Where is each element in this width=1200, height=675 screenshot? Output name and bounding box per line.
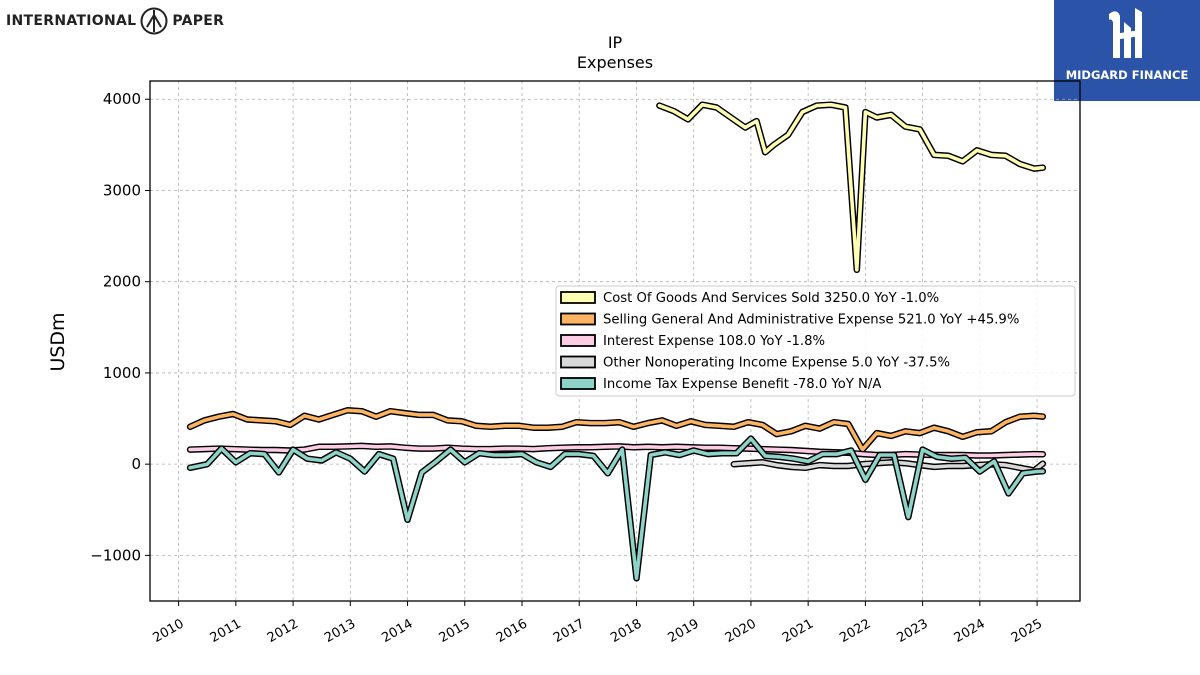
y-tick-label: 2000 xyxy=(103,273,141,291)
midgard-m-icon xyxy=(1109,8,1142,58)
x-tick-label: 2017 xyxy=(551,616,587,646)
y-tick-label: −1000 xyxy=(90,546,141,564)
logo-text-paper: PAPER xyxy=(172,13,225,29)
series-line xyxy=(188,408,1045,452)
x-tick-label: 2012 xyxy=(265,616,301,646)
series-line xyxy=(657,102,1045,272)
chart-title: IP xyxy=(608,33,623,52)
x-tick-label: 2011 xyxy=(208,616,244,646)
plot-frame xyxy=(149,80,1081,602)
series-cost-of-goods-and-services-sold xyxy=(656,101,1047,274)
legend-label: Other Nonoperating Income Expense 5.0 Yo… xyxy=(603,356,950,371)
x-tick-label: 2016 xyxy=(494,616,530,646)
x-tick-label: 2018 xyxy=(608,616,644,646)
series xyxy=(186,101,1047,582)
chart-subtitle: Expenses xyxy=(577,53,653,72)
x-tick-label: 2013 xyxy=(322,616,358,646)
ip-tree-icon xyxy=(140,7,168,35)
series-line xyxy=(188,444,1045,458)
x-tick-label: 2019 xyxy=(666,616,702,646)
legend-swatch xyxy=(560,355,596,369)
y-tick-label: 0 xyxy=(131,455,141,473)
y-ticks: −1000 0 1000 2000 3000 4000 xyxy=(90,90,150,564)
legend-swatch xyxy=(560,377,596,390)
legend-box xyxy=(555,285,1076,397)
x-tick-label: 2022 xyxy=(837,616,873,646)
y-axis-label: USDm xyxy=(47,312,69,371)
x-tick-label: 2020 xyxy=(723,616,759,646)
series-income-tax-expense-benefit xyxy=(186,435,1047,582)
international-paper-logo: INTERNATIONAL PAPER xyxy=(6,6,224,36)
y-tick-label: 1000 xyxy=(103,364,141,382)
series-interest-expense xyxy=(186,442,1047,459)
legend-label: Selling General And Administrative Expen… xyxy=(603,313,1019,328)
x-tick-label: 2021 xyxy=(780,616,816,646)
legend-swatch xyxy=(560,312,596,326)
legend-label: Income Tax Expense Benefit -78.0 YoY N/A xyxy=(603,377,881,392)
series-line xyxy=(188,436,1045,581)
legend-label: Interest Expense 108.0 YoY -1.8% xyxy=(603,334,825,349)
midgard-finance-logo: MIDGARD FINANCE xyxy=(1054,0,1200,101)
y-tick-label: 4000 xyxy=(103,90,141,108)
y-tick-label: 3000 xyxy=(103,181,141,199)
legend-swatch xyxy=(560,334,596,347)
x-tick-label: 2025 xyxy=(1009,616,1045,646)
x-ticks: 2010 2011 2012 2013 2014 2015 2016 2017 2018 2019… xyxy=(150,601,1045,646)
legend: Cost Of Goods And Services Sold 3250.0 Y… xyxy=(555,285,1076,397)
x-tick-label: 2014 xyxy=(379,616,415,646)
legend-label: Cost Of Goods And Services Sold 3250.0 Y… xyxy=(603,291,939,306)
x-tick-label: 2023 xyxy=(894,616,930,646)
midgard-finance-text: MIDGARD FINANCE xyxy=(1065,68,1189,82)
x-tick-label: 2015 xyxy=(437,616,473,646)
legend-swatch xyxy=(560,291,596,304)
x-tick-label: 2024 xyxy=(952,616,988,646)
x-tick-label: 2010 xyxy=(150,616,186,646)
logo-text-international: INTERNATIONAL xyxy=(6,13,137,29)
series-selling-general-and-administrative-expense xyxy=(186,407,1047,453)
